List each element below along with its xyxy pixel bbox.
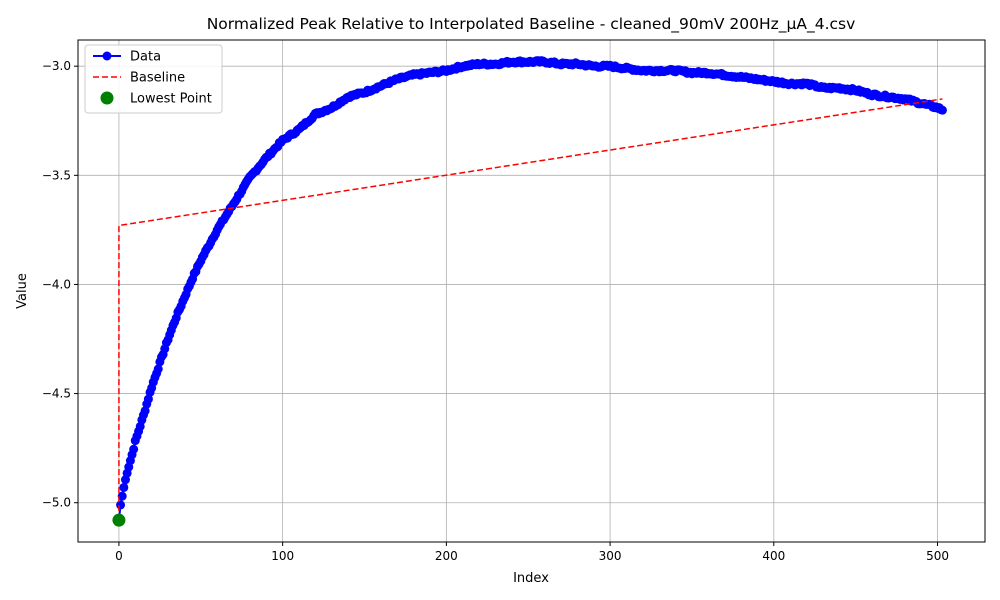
data-point	[937, 105, 947, 115]
x-tick-label: 500	[926, 549, 949, 563]
x-axis-label: Index	[513, 571, 549, 586]
y-tick-label: −4.0	[42, 277, 71, 291]
data-point	[143, 394, 153, 404]
y-tick-label: −5.0	[42, 496, 71, 510]
data-point	[129, 444, 139, 454]
x-tick-label: 400	[762, 549, 785, 563]
y-axis: −5.0 −4.5 −4.0 −3.5 −3.0	[42, 59, 78, 510]
legend-label-lowest: Lowest Point	[130, 92, 212, 107]
x-tick-label: 300	[599, 549, 622, 563]
x-tick-label: 200	[435, 549, 458, 563]
legend-box	[84, 44, 223, 114]
data-point	[116, 500, 126, 510]
data-point	[140, 406, 150, 416]
y-tick-label: −3.5	[42, 168, 71, 182]
legend: Data Baseline Lowest Point	[84, 44, 223, 114]
legend-label-baseline: Baseline	[130, 71, 185, 86]
y-tick-label: −3.0	[42, 59, 71, 73]
baseline-line	[118, 98, 943, 521]
y-tick-label: −4.5	[42, 387, 71, 401]
axes-frame	[77, 39, 986, 543]
lowest-point-marker	[112, 513, 126, 527]
x-tick-label: 100	[271, 549, 294, 563]
x-tick-label: 0	[115, 549, 123, 563]
plot-content	[112, 56, 947, 527]
data-series-markers	[114, 56, 947, 525]
legend-lowest-marker	[100, 91, 114, 105]
x-axis: 0 100 200 300 400 500	[115, 542, 949, 563]
y-axis-label: Value	[15, 273, 30, 309]
chart-title: Normalized Peak Relative to Interpolated…	[207, 15, 856, 34]
data-point	[153, 364, 163, 374]
legend-label-data: Data	[130, 50, 161, 65]
legend-data-marker	[102, 51, 112, 61]
data-point	[119, 482, 129, 492]
data-point	[117, 491, 127, 501]
